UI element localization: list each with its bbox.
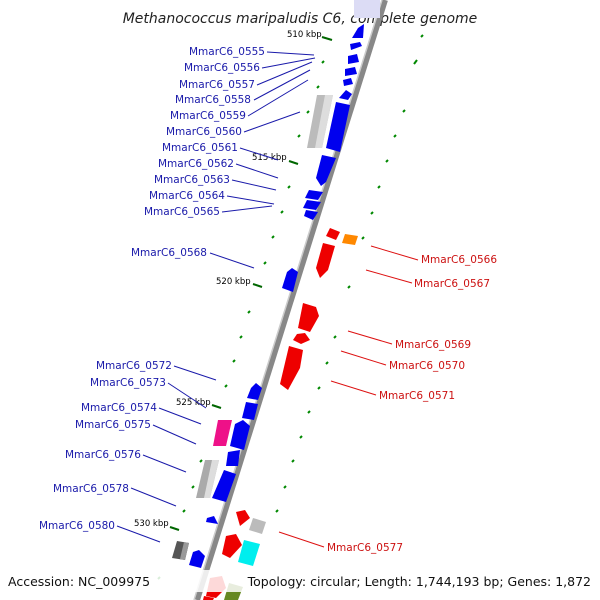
gene-arrow <box>350 42 362 50</box>
gene-arrow <box>293 333 310 344</box>
forward-strand-genes <box>172 24 364 568</box>
gene-label-0574: MmarC6_0574 <box>81 402 157 414</box>
gene-label-0570: MmarC6_0570 <box>389 360 465 372</box>
scale-label-530: 530 kbp <box>134 519 169 529</box>
gene-block-grey <box>249 518 266 534</box>
gene-label-0561: MmarC6_0561 <box>162 142 238 154</box>
gene-block-cyan <box>238 540 260 566</box>
gene-label-0577: MmarC6_0577 <box>327 542 403 554</box>
gene-label-0558: MmarC6_0558 <box>175 94 251 106</box>
gene-label-0560: MmarC6_0560 <box>166 126 242 138</box>
gene-block-orange <box>342 234 358 245</box>
scale-label-520: 520 kbp <box>216 277 251 287</box>
gene-arrow <box>303 200 321 210</box>
forward-gene-labels: MmarC6_0555 MmarC6_0556 MmarC6_0557 Mmar… <box>39 46 265 532</box>
gene-arrow <box>203 596 214 600</box>
scale-ticks: 510 kbp 515 kbp 520 kbp 525 kbp 530 kbp <box>134 30 333 531</box>
footer-background <box>0 570 600 592</box>
gene-label-0572: MmarC6_0572 <box>96 360 172 372</box>
gene-label-0573: MmarC6_0573 <box>90 377 166 389</box>
gene-label-0575: MmarC6_0575 <box>75 419 151 431</box>
gene-block-grey-light <box>204 460 219 498</box>
gene-arrow <box>348 54 359 64</box>
gene-arrow <box>230 420 250 450</box>
gene-label-0564: MmarC6_0564 <box>149 190 225 202</box>
gene-label-0580: MmarC6_0580 <box>39 520 115 532</box>
gene-arrow <box>280 346 303 390</box>
gene-arrow <box>352 24 364 38</box>
reverse-gene-labels: MmarC6_0566 MmarC6_0567 MmarC6_0569 Mmar… <box>327 254 497 554</box>
gene-arrow <box>305 190 323 200</box>
gene-label-0576: MmarC6_0576 <box>65 449 141 461</box>
backbone-top-highlight <box>354 0 380 18</box>
gene-arrow <box>247 383 262 400</box>
gene-arrow <box>226 450 240 466</box>
gene-arrow <box>316 155 336 186</box>
scale-label-515: 515 kbp <box>252 153 287 163</box>
gene-arrow <box>242 402 258 420</box>
gene-label-0569: MmarC6_0569 <box>395 339 471 351</box>
genome-backbone <box>194 0 388 600</box>
gene-arrow <box>212 470 236 502</box>
gene-block-magenta <box>213 420 232 446</box>
gene-block-dark-grey-light <box>180 542 189 560</box>
guide-ticks <box>157 34 424 580</box>
gene-arrow <box>282 268 298 292</box>
gene-label-0566: MmarC6_0566 <box>421 254 497 266</box>
gene-label-0555: MmarC6_0555 <box>189 46 265 58</box>
scale-label-510: 510 kbp <box>287 30 322 40</box>
gene-arrow <box>339 90 352 100</box>
map-title: Methanococcus maripaludis C6, complete g… <box>123 11 478 27</box>
gene-arrow <box>189 550 205 568</box>
gene-block-grey-light <box>315 95 333 148</box>
gene-arrow <box>222 534 242 558</box>
gene-label-0557: MmarC6_0557 <box>179 79 255 91</box>
gene-label-0565: MmarC6_0565 <box>144 206 220 218</box>
gene-arrow <box>326 102 350 152</box>
gene-label-0563: MmarC6_0563 <box>154 174 230 186</box>
gene-label-0567: MmarC6_0567 <box>414 278 490 290</box>
gene-label-0559: MmarC6_0559 <box>170 110 246 122</box>
reverse-leader-lines <box>278 245 419 548</box>
gene-arrow <box>345 67 357 76</box>
gene-label-0556: MmarC6_0556 <box>184 62 260 74</box>
gene-arrow <box>343 78 353 86</box>
gene-arrow <box>326 228 340 240</box>
forward-leader-lines <box>116 51 316 543</box>
gene-label-0568: MmarC6_0568 <box>131 247 207 259</box>
accession-text: Accession: NC_009975 <box>8 574 150 589</box>
gene-label-0571: MmarC6_0571 <box>379 390 455 402</box>
gene-label-0578: MmarC6_0578 <box>53 483 129 495</box>
gene-label-0562: MmarC6_0562 <box>158 158 234 170</box>
scale-label-525: 525 kbp <box>176 398 211 408</box>
gene-arrow <box>236 510 250 526</box>
gene-arrow <box>206 516 218 524</box>
gene-arrow <box>304 210 318 220</box>
gene-arrow <box>298 303 319 332</box>
gene-arrow <box>316 243 335 278</box>
genome-summary-text: Topology: circular; Length: 1,744,193 bp… <box>247 574 591 589</box>
